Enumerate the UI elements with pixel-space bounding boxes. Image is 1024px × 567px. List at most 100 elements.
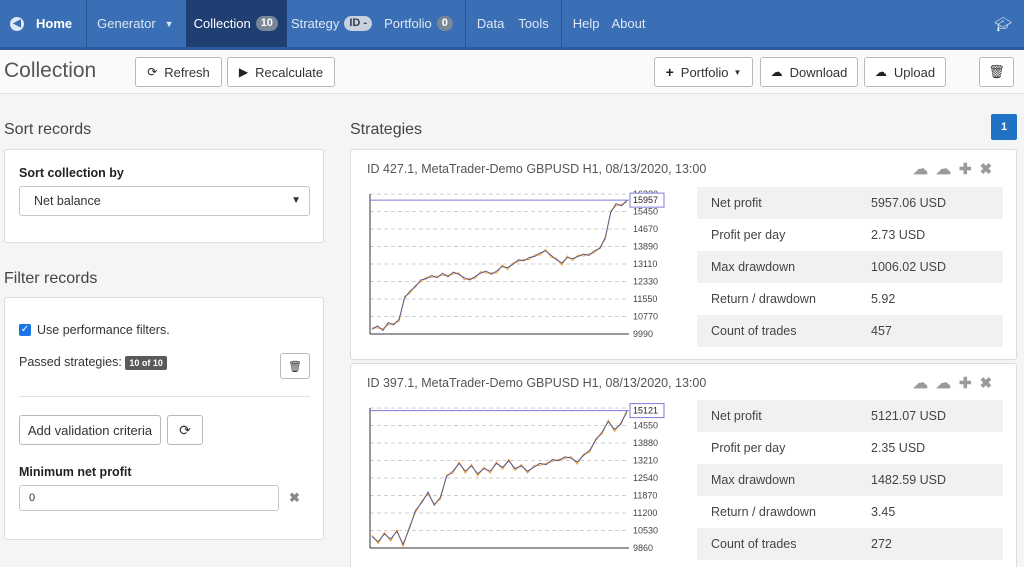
sort-by-select[interactable]: Net balance ▼ [19,186,310,216]
metric-label: Max drawdown [711,473,796,487]
recalculate-button[interactable]: ▶ Recalculate [227,57,335,87]
chart-tick-label: 12330 [633,277,658,287]
cloud-upload-icon: ☁ [874,65,887,79]
download-label: Download [789,64,848,80]
metric-row: Max drawdown 1006.02 USD [697,251,1003,283]
filter-card: ✓ Use performance filters. Passed strate… [4,297,324,540]
chart-tick-label: 14550 [633,421,658,431]
metric-value: 5.92 [871,292,896,306]
metric-label: Max drawdown [711,260,796,274]
plus-icon: + [665,64,674,80]
download-button[interactable]: ☁ Download [760,57,858,87]
nav-home-label: Home [36,16,73,31]
upload-button[interactable]: ☁ Upload [864,57,946,87]
refresh-icon: ⟳ [147,65,158,79]
balance-chart: 1623015450146701389013110123301155010770… [369,189,665,339]
nav-generator[interactable]: Generator ▼ [87,0,185,47]
chart-last-value-label: 15957 [633,195,658,205]
chart-tick-label: 11200 [633,508,657,518]
performance-filter-label: Use performance filters. [37,323,170,337]
toolbar: Collection ⟳ Refresh ▶ Recalculate + Por… [0,50,1024,94]
refresh-filters-button[interactable]: ⟳ [167,415,203,445]
strategy-card[interactable]: ID 427.1, MetaTrader-Demo GBPUSD H1, 08/… [350,149,1017,360]
metric-value: 2.73 USD [871,228,926,242]
nav-portfolio[interactable]: Portfolio 0 [380,0,465,47]
metric-row: Count of trades 272 [697,528,1003,560]
chart-equity-line [371,201,628,330]
chart-tick-label: 13890 [633,242,658,252]
performance-filter-checkbox[interactable]: ✓ [19,324,31,336]
chart-tick-label: 11870 [633,491,657,501]
metric-label: Return / drawdown [711,292,816,306]
graduation-cap-icon[interactable]: 🎓︎ [994,16,1012,32]
passed-strategies-row: Passed strategies: 10 of 10 [19,355,167,370]
sort-records-heading: Sort records [4,121,92,138]
add-validation-criteria-button[interactable]: Add validation criteria [19,415,161,445]
cloud-download-icon[interactable]: ☁ [913,161,928,178]
metric-row: Max drawdown 1482.59 USD [697,464,1003,496]
nav-strategy[interactable]: Strategy ID - [287,0,380,47]
chart-last-value-box [629,192,665,208]
metric-row: Profit per day 2.35 USD [697,432,1003,464]
metric-value: 3.45 [871,505,896,519]
strategy-card-actions: ☁ ☁ ✚ ✖ [913,374,992,392]
chart-balance-line [371,410,628,546]
remove-criterion-icon[interactable]: ✖ [289,490,300,505]
metric-label: Profit per day [711,228,786,242]
metric-row: Profit per day 2.73 USD [697,219,1003,251]
nav-tools[interactable]: Tools [518,16,549,31]
chart-last-value-label: 15121 [633,406,658,416]
nav-portfolio-label: Portfolio [384,16,432,31]
chart-balance-line [371,199,628,332]
pagination-page-button[interactable]: 1 [991,114,1017,140]
trash-icon: 🗑︎ [988,64,1005,79]
metric-label: Net profit [711,409,762,423]
strategy-card[interactable]: ID 397.1, MetaTrader-Demo GBPUSD H1, 08/… [350,363,1017,567]
clear-filters-button[interactable]: 🗑︎ [280,353,310,379]
chart-tick-label: 10530 [633,526,658,536]
plus-icon[interactable]: ✚ [959,375,972,392]
top-navbar: ◀ Home Generator ▼ Collection 10 Strateg… [0,0,1024,50]
home-circle-icon: ◀ [10,16,24,31]
refresh-icon: ⟳ [179,421,191,438]
strategies-heading: Strategies [350,121,423,138]
chart-tick-label: 13110 [633,259,657,269]
metric-label: Count of trades [711,537,797,551]
passed-strategies-badge: 10 of 10 [125,356,167,370]
portfolio-label: Portfolio [680,64,729,80]
metric-row: Return / drawdown 5.92 [697,283,1003,315]
portfolio-dropdown-button[interactable]: + Portfolio ▼ [654,57,753,87]
cloud-upload-icon[interactable]: ☁ [936,375,951,392]
nav-collection[interactable]: Collection 10 [185,0,287,47]
metric-label: Profit per day [711,441,786,455]
metric-label: Count of trades [711,324,797,338]
chart-tick-label: 14670 [633,224,658,234]
cloud-download-icon[interactable]: ☁ [913,375,928,392]
metric-value: 1482.59 USD [871,473,947,487]
close-icon[interactable]: ✖ [979,161,993,178]
metric-row: Return / drawdown 3.45 [697,496,1003,528]
filter-records-heading: Filter records [4,270,98,287]
metric-value: 1006.02 USD [871,260,947,274]
delete-collection-button[interactable]: 🗑︎ [979,57,1014,87]
metric-value: 5121.07 USD [871,409,947,423]
nav-home[interactable]: ◀ Home [0,0,86,47]
refresh-label: Refresh [164,64,210,80]
strategy-metrics: Net profit 5121.07 USD Profit per day 2.35… [697,400,1003,560]
refresh-button[interactable]: ⟳ Refresh [135,57,222,87]
metric-label: Net profit [711,196,762,210]
sort-card: Sort collection by Net balance ▼ [4,149,324,243]
min-net-profit-input[interactable]: 0 [19,485,279,511]
nav-help[interactable]: Help [572,16,600,31]
close-icon[interactable]: ✖ [979,375,993,392]
metric-row: Count of trades 457 [697,315,1003,347]
chart-tick-label: 11550 [633,294,657,304]
cloud-upload-icon[interactable]: ☁ [936,161,951,178]
sort-by-value: Net balance [34,194,101,208]
nav-about[interactable]: About [611,16,646,31]
min-net-profit-value: 0 [29,492,36,504]
plus-icon[interactable]: ✚ [959,161,972,178]
chart-last-value-box [629,403,665,419]
nav-data[interactable]: Data [476,16,505,31]
min-net-profit-label: Minimum net profit [19,465,132,479]
